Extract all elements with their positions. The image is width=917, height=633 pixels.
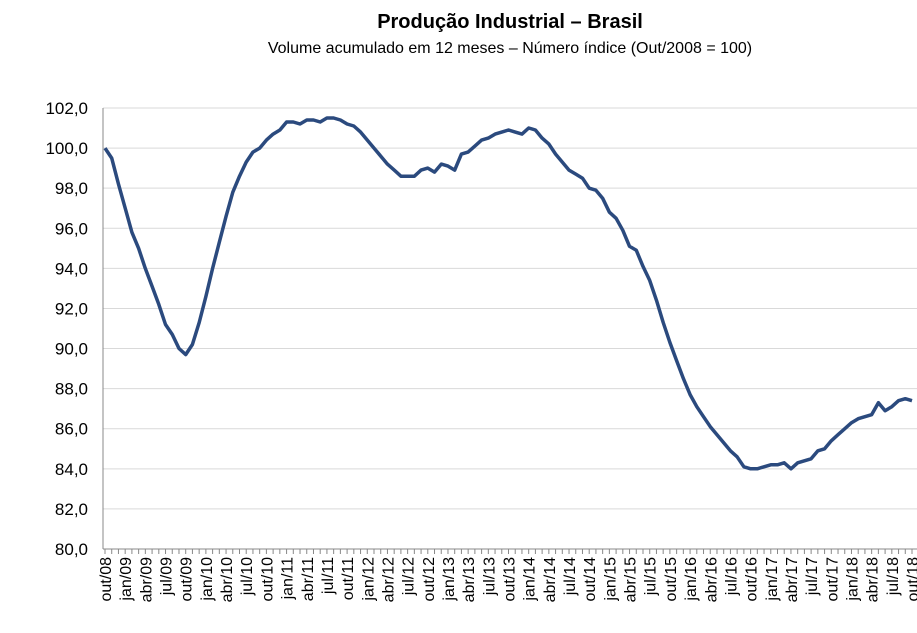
chart-subtitle: Volume acumulado em 12 meses – Número ín…	[268, 40, 752, 57]
data-line	[103, 116, 913, 471]
x-tick-label: jan/17	[764, 557, 781, 602]
x-tick-label: out/17	[824, 557, 841, 602]
x-tick-label: abr/12	[380, 557, 397, 602]
x-tick-label: jan/13	[441, 557, 458, 602]
x-tick-label: jul/10	[239, 557, 256, 596]
x-tick-label: jan/14	[522, 557, 539, 602]
x-tick-label: abr/15	[623, 557, 640, 602]
x-tick-label: jul/11	[320, 557, 337, 595]
x-tick-label: jan/10	[199, 557, 216, 602]
x-tick-label: out/11	[340, 557, 357, 600]
y-tick-label: 90,0	[55, 340, 88, 359]
x-tick-label: jul/15	[643, 557, 660, 596]
x-tick-label: abr/14	[542, 557, 559, 602]
x-tick-label: jul/17	[804, 557, 821, 596]
y-tick-label: 96,0	[55, 219, 88, 238]
x-tick-label: abr/17	[784, 557, 801, 602]
x-tick-label: jul/14	[562, 557, 579, 596]
chart-title: Produção Industrial – Brasil	[377, 11, 643, 33]
x-tick-label: jul/18	[885, 557, 902, 596]
x-tick-label: out/14	[582, 557, 599, 602]
x-tick-label: abr/10	[219, 557, 236, 602]
x-tick-label: jul/12	[401, 557, 418, 596]
x-tick-label: abr/13	[461, 557, 478, 602]
y-tick-label: 84,0	[55, 460, 88, 479]
x-tick-label: out/16	[744, 557, 761, 602]
x-tick-label: jan/16	[683, 557, 700, 602]
x-tick-label: out/10	[259, 557, 276, 602]
x-tick-label: jan/15	[602, 557, 619, 602]
x-tick-label: out/12	[421, 557, 438, 602]
x-tick-label: abr/18	[865, 557, 882, 602]
x-tick-label: jul/09	[159, 557, 176, 596]
y-tick-label: 82,0	[55, 500, 88, 519]
x-tick-label: out/15	[663, 557, 680, 602]
x-tick-label: out/09	[179, 557, 196, 602]
y-tick-label: 98,0	[55, 179, 88, 198]
x-tick-label: jul/13	[481, 557, 498, 596]
x-tick-label: out/08	[98, 557, 115, 602]
x-tick-label: jan/11	[280, 557, 297, 601]
x-tick-label: out/13	[502, 557, 519, 602]
x-tick-label: abr/11	[300, 557, 317, 601]
y-tick-label: 102,0	[45, 99, 88, 118]
y-tick-label: 100,0	[45, 139, 88, 158]
x-tick-label: jan/09	[118, 557, 135, 602]
x-tick-label: jan/18	[844, 557, 861, 602]
y-tick-label: 92,0	[55, 299, 88, 318]
x-tick-label: abr/09	[138, 557, 155, 602]
y-tick-label: 94,0	[55, 259, 88, 278]
y-tick-label: 86,0	[55, 420, 88, 439]
y-tick-label: 80,0	[55, 540, 88, 559]
x-tick-label: abr/16	[703, 557, 720, 602]
x-tick-label: jul/16	[723, 557, 740, 596]
x-tick-label: jan/12	[360, 557, 377, 602]
x-tick-label: out/18	[905, 557, 917, 602]
y-tick-label: 88,0	[55, 380, 88, 399]
